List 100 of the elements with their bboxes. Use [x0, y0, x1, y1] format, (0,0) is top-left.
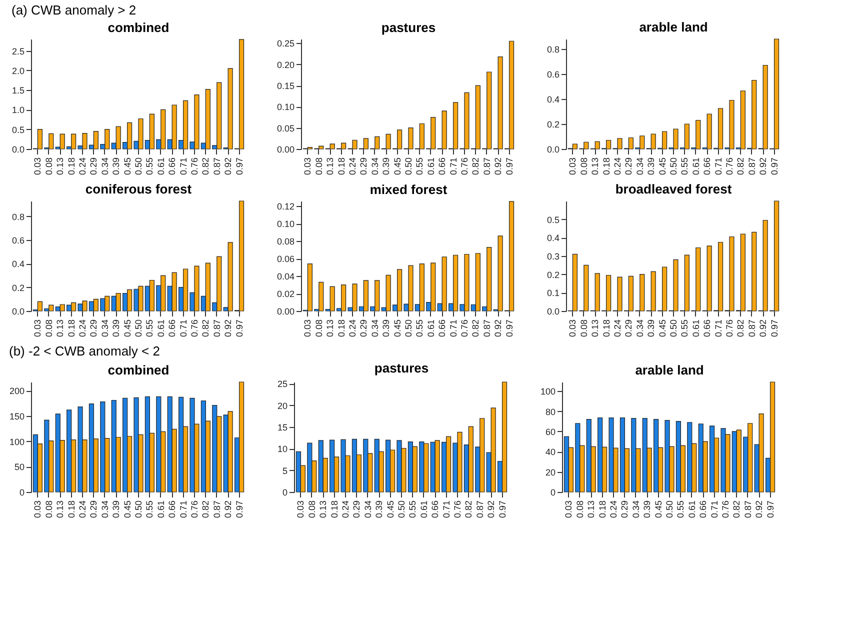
x-tick-label: 0.87 — [482, 320, 492, 338]
x-tick-label: 0.03 — [564, 500, 574, 518]
x-tick-label: 0.50 — [404, 158, 414, 176]
x-tick-label: 0.45 — [122, 158, 132, 176]
x-tick-label: 0.39 — [646, 320, 656, 338]
x-tick-label: 0.34 — [370, 158, 380, 176]
y-tick-label: 20 — [277, 400, 288, 411]
y-tick-label: 0 — [282, 488, 288, 498]
x-tick-label: 0.92 — [493, 158, 504, 176]
x-tick-label: 0.82 — [464, 500, 474, 518]
x-tick-label: 0.61 — [418, 500, 429, 518]
x-tick-label: 0.08 — [314, 320, 324, 338]
text: (a) CWB anomaly > 2 — [11, 2, 136, 18]
x-tick-label: 0.92 — [493, 320, 504, 338]
text: (b) -2 < CWB anomaly < 2 — [8, 344, 160, 359]
x-tick-label: 0.71 — [178, 158, 188, 176]
x-tick-label: 0.66 — [167, 158, 178, 176]
x-tick-label: 0.24 — [348, 320, 358, 338]
x-tick-label: 0.61 — [156, 158, 166, 176]
x-tick-label: 0.08 — [578, 320, 589, 338]
y-tick-label: 100 — [9, 436, 24, 447]
x-tick-label: 0.87 — [742, 500, 753, 518]
x-tick-label: 0.39 — [646, 158, 656, 176]
x-tick-label: 0.13 — [325, 158, 336, 176]
x-tick-label: 0.76 — [189, 158, 200, 176]
y-tick-label: 0.0 — [546, 144, 560, 154]
y-tick-label: 2.0 — [12, 66, 24, 76]
x-tick-label: 0.13 — [590, 320, 600, 338]
x-tick-label: 0.39 — [381, 320, 392, 338]
x-tick-label: 0.87 — [212, 158, 222, 176]
x-tick-label: 0.82 — [200, 320, 211, 338]
x-tick-label: 0.03 — [32, 500, 43, 518]
x-tick-label: 0.24 — [340, 500, 351, 518]
x-tick-label: 0.18 — [336, 320, 346, 338]
chart-title: pastures — [381, 20, 436, 35]
y-tick-label: 0.8 — [12, 212, 24, 222]
x-tick-label: 0.03 — [32, 158, 43, 176]
x-tick-label: 0.13 — [55, 158, 66, 176]
x-tick-label: 0.45 — [653, 500, 664, 518]
x-tick-label: 0.82 — [200, 500, 211, 518]
x-tick-label: 0.39 — [111, 320, 122, 338]
x-tick-label: 0.87 — [482, 158, 492, 176]
chart-title: combined — [108, 20, 170, 35]
x-tick-label: 0.45 — [657, 320, 668, 338]
x-tick-label: 0.61 — [156, 500, 166, 518]
bar — [770, 382, 776, 492]
x-tick-label: 0.18 — [597, 500, 608, 518]
x-tick-label: 0.82 — [470, 320, 481, 338]
x-tick-label: 0.87 — [474, 500, 485, 518]
x-tick-label: 0.97 — [769, 158, 780, 176]
x-tick-label: 0.71 — [448, 320, 458, 338]
y-tick-label: 0.06 — [276, 254, 294, 264]
x-tick-label: 0.66 — [167, 320, 178, 338]
y-tick-label: 40 — [545, 447, 556, 458]
x-tick-label: 0.24 — [78, 500, 88, 518]
y-tick-label: 0.10 — [276, 102, 294, 112]
x-tick-label: 0.50 — [668, 320, 678, 338]
x-tick-label: 0.24 — [612, 158, 623, 176]
x-tick-label: 0.92 — [223, 158, 234, 176]
x-tick-label: 0.55 — [680, 320, 690, 338]
bar — [238, 382, 244, 492]
x-tick-label: 0.55 — [414, 320, 425, 338]
x-tick-label: 0.61 — [690, 320, 701, 338]
x-tick-label: 0.97 — [769, 320, 780, 338]
x-tick-label: 0.87 — [746, 158, 757, 176]
bar — [296, 451, 302, 492]
x-tick-label: 0.08 — [574, 500, 585, 518]
y-tick-label: 0 — [19, 488, 24, 498]
x-tick-label: 0.55 — [676, 500, 686, 518]
x-tick-label: 0.45 — [392, 320, 402, 338]
x-tick-label: 0.29 — [620, 500, 630, 518]
x-tick-label: 0.76 — [189, 500, 200, 518]
y-tick-label: 0.08 — [276, 236, 294, 247]
y-tick-label: 0.4 — [546, 233, 560, 244]
bar — [564, 436, 570, 492]
x-tick-label: 0.97 — [497, 500, 508, 518]
x-tick-label: 0.61 — [686, 500, 697, 518]
x-tick-label: 0.34 — [630, 500, 641, 518]
bar — [774, 38, 780, 150]
y-tick-label: 0.0 — [12, 306, 24, 316]
x-tick-label: 0.29 — [624, 320, 634, 338]
x-tick-label: 0.92 — [223, 320, 234, 338]
x-tick-label: 0.71 — [178, 320, 188, 338]
x-tick-label: 0.34 — [100, 158, 110, 176]
x-tick-label: 0.03 — [296, 500, 306, 518]
x-tick-label: 0.29 — [352, 500, 362, 518]
x-tick-label: 0.34 — [634, 320, 645, 338]
y-tick-label: 0.6 — [12, 236, 24, 246]
bar — [32, 434, 38, 492]
y-tick-label: 0.2 — [12, 282, 24, 293]
y-tick-label: 0.12 — [276, 202, 294, 212]
x-tick-label: 0.13 — [590, 158, 600, 176]
x-tick-label: 0.97 — [765, 500, 776, 518]
x-tick-label: 0.55 — [414, 158, 425, 176]
x-tick-label: 0.24 — [348, 158, 358, 176]
x-tick-label: 0.55 — [408, 500, 418, 518]
x-tick-label: 0.71 — [448, 158, 458, 176]
y-tick-label: 0.25 — [276, 38, 294, 49]
x-tick-label: 0.50 — [664, 500, 674, 518]
x-tick-label: 0.03 — [32, 320, 43, 338]
